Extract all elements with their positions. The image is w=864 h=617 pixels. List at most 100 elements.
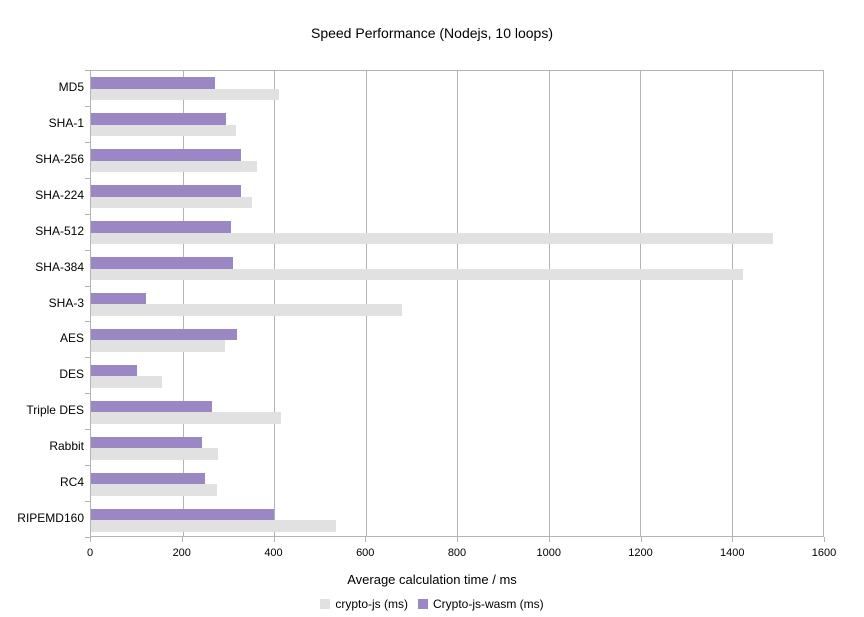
bar-triple-des-crypto-js-wasm-ms bbox=[91, 400, 213, 413]
legend-label-crypto-js-wasm: Crypto-js-wasm (ms) bbox=[433, 597, 544, 611]
bar-sha-3-crypto-js-wasm-ms bbox=[91, 292, 146, 305]
y-axis-label-rabbit: Rabbit bbox=[49, 439, 84, 454]
y-axis-label-sha-224: SHA-224 bbox=[35, 187, 84, 202]
y-axis-label-sha-3: SHA-3 bbox=[48, 295, 84, 310]
bar-triple-des-crypto-js-ms bbox=[91, 412, 281, 424]
x-axis-label-1400: 1400 bbox=[720, 547, 745, 559]
x-axis-label-1000: 1000 bbox=[536, 547, 561, 559]
bar-sha-256-crypto-js-wasm-ms bbox=[91, 149, 242, 161]
x-axis-label-200: 200 bbox=[172, 547, 191, 559]
gridline-x-1200 bbox=[640, 71, 641, 536]
bar-sha-512-crypto-js-ms bbox=[91, 232, 773, 245]
y-axis-label-sha-512: SHA-512 bbox=[35, 223, 84, 238]
gridline-x-1400 bbox=[731, 71, 733, 536]
bar-ripemd160-crypto-js-wasm-ms bbox=[91, 508, 274, 521]
x-axis-tick-400 bbox=[273, 537, 275, 542]
bar-sha-384-crypto-js-wasm-ms bbox=[91, 257, 233, 269]
y-axis-label-des: DES bbox=[59, 367, 84, 382]
bar-group-sha-1 bbox=[91, 107, 823, 143]
gridline-x-200 bbox=[182, 71, 184, 536]
x-axis-label-800: 800 bbox=[447, 547, 467, 559]
bar-rc4-crypto-js-wasm-ms bbox=[91, 472, 205, 485]
bar-md5-crypto-js-ms bbox=[91, 88, 279, 101]
y-axis-label-ripemd160: RIPEMD160 bbox=[17, 511, 84, 526]
bar-sha-1-crypto-js-ms bbox=[91, 124, 237, 137]
bar-group-rc4 bbox=[91, 466, 823, 502]
bar-ripemd160-crypto-js-ms bbox=[91, 520, 336, 532]
bar-aes-crypto-js-ms bbox=[91, 340, 225, 352]
y-axis-label-aes: AES bbox=[59, 331, 84, 346]
y-axis-tick bbox=[85, 501, 90, 503]
bar-group-ripemd160 bbox=[91, 502, 823, 538]
x-axis-tick-600 bbox=[365, 537, 367, 542]
y-axis-label-triple-des: Triple DES bbox=[26, 403, 84, 418]
y-axis-tick bbox=[85, 177, 90, 179]
bar-group-sha-384 bbox=[91, 251, 823, 287]
x-axis-tick-200 bbox=[181, 537, 183, 542]
x-axis-tick-1400 bbox=[732, 537, 734, 542]
gridline-x-600 bbox=[365, 71, 367, 536]
y-axis-tick bbox=[85, 357, 90, 359]
legend: crypto-js (ms) Crypto-js-wasm (ms) bbox=[0, 597, 864, 611]
bar-sha-3-crypto-js-ms bbox=[91, 304, 403, 316]
y-axis-tick bbox=[85, 213, 90, 215]
gridline-x-800 bbox=[457, 71, 458, 536]
bar-rabbit-crypto-js-wasm-ms bbox=[91, 436, 203, 449]
x-axis-label-0: 0 bbox=[86, 547, 94, 559]
legend-swatch-crypto-js-wasm bbox=[418, 599, 428, 609]
y-axis-tick bbox=[85, 249, 90, 251]
x-axis-label-600: 600 bbox=[356, 547, 375, 559]
x-axis-tick-1000 bbox=[548, 537, 550, 542]
gridline-x-400 bbox=[274, 71, 275, 536]
y-axis-label-md5: MD5 bbox=[58, 80, 84, 94]
x-axis-label-400: 400 bbox=[264, 547, 283, 559]
bar-md5-crypto-js-wasm-ms bbox=[91, 77, 215, 89]
legend-item-crypto-js-wasm: Crypto-js-wasm (ms) bbox=[418, 597, 544, 611]
y-axis-tick bbox=[85, 537, 90, 538]
bar-group-sha-512 bbox=[91, 215, 823, 251]
y-axis-tick bbox=[85, 393, 90, 395]
x-axis-tick-0 bbox=[90, 537, 91, 542]
y-axis-tick bbox=[85, 70, 90, 71]
bar-des-crypto-js-wasm-ms bbox=[91, 364, 137, 377]
y-axis-tick bbox=[85, 429, 90, 431]
bar-sha-1-crypto-js-wasm-ms bbox=[91, 113, 226, 125]
y-axis-tick bbox=[85, 465, 90, 467]
bar-rabbit-crypto-js-ms bbox=[91, 448, 218, 460]
bar-group-rabbit bbox=[91, 430, 823, 466]
gridline-x-1000 bbox=[548, 71, 550, 536]
bar-group-md5 bbox=[91, 71, 823, 107]
bar-sha-384-crypto-js-ms bbox=[91, 268, 743, 281]
bar-sha-224-crypto-js-wasm-ms bbox=[91, 185, 242, 197]
y-axis-label-sha-384: SHA-384 bbox=[35, 259, 84, 274]
x-axis-tick-1600 bbox=[824, 537, 825, 542]
legend-swatch-crypto-js bbox=[320, 599, 331, 609]
legend-label-crypto-js: crypto-js (ms) bbox=[335, 597, 408, 611]
y-axis-tick bbox=[85, 105, 90, 107]
legend-item-crypto-js: crypto-js (ms) bbox=[320, 597, 408, 611]
x-axis-tick-800 bbox=[457, 537, 458, 542]
x-axis-label-1200: 1200 bbox=[628, 547, 653, 559]
x-axis-title: Average calculation time / ms bbox=[347, 572, 517, 587]
y-axis-label-rc4: RC4 bbox=[59, 475, 84, 490]
bar-rc4-crypto-js-ms bbox=[91, 484, 217, 496]
bar-group-sha-3 bbox=[91, 287, 823, 323]
y-axis-tick bbox=[85, 321, 90, 323]
y-axis-label-sha-1: SHA-1 bbox=[48, 115, 84, 130]
y-axis-label-sha-256: SHA-256 bbox=[35, 151, 84, 166]
plot-area bbox=[90, 70, 824, 537]
bar-group-des bbox=[91, 358, 823, 394]
bar-sha-512-crypto-js-wasm-ms bbox=[91, 221, 231, 233]
y-axis-tick bbox=[85, 285, 90, 287]
bar-des-crypto-js-ms bbox=[91, 376, 162, 388]
chart-title: Speed Performance (Nodejs, 10 loops) bbox=[310, 25, 554, 41]
y-axis-labels: MD5 SHA-1 SHA-256 SHA-224 SHA-512 SHA-384 SHA-… bbox=[0, 70, 84, 537]
bar-group-triple-des bbox=[91, 394, 823, 430]
bar-sha-256-crypto-js-ms bbox=[91, 160, 257, 173]
y-axis-tick bbox=[85, 141, 90, 143]
bar-aes-crypto-js-wasm-ms bbox=[91, 328, 238, 341]
bar-group-sha-256 bbox=[91, 143, 823, 179]
bar-sha-224-crypto-js-ms bbox=[91, 196, 253, 209]
bar-group-aes bbox=[91, 322, 823, 358]
